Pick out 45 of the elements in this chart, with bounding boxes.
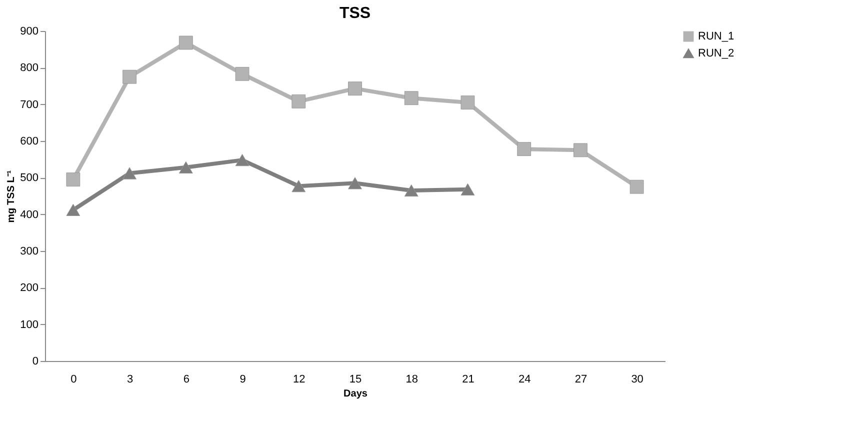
point xyxy=(404,184,418,197)
y-tick-label: 900 xyxy=(20,26,38,38)
x-tick-label: 9 xyxy=(240,374,246,386)
point xyxy=(630,180,644,194)
x-tick-label: 27 xyxy=(574,374,588,386)
x-tick-label: 0 xyxy=(70,374,77,386)
y-tick-label: 0 xyxy=(32,356,38,368)
point xyxy=(460,96,475,110)
y-axis-title: mg TSS L⁻¹ xyxy=(6,170,18,223)
y-tick-label: 700 xyxy=(20,98,38,111)
y-tick-label: 800 xyxy=(20,62,38,74)
y-tick-label: 400 xyxy=(20,208,38,221)
point xyxy=(235,154,250,166)
point xyxy=(122,167,137,180)
point xyxy=(348,177,362,190)
y-tick-label: 200 xyxy=(20,282,38,294)
y-tick-label: 300 xyxy=(20,246,38,258)
legend-label: RUN_1 xyxy=(698,30,734,42)
y-tick-label: 600 xyxy=(20,136,38,148)
legend-label: RUN_2 xyxy=(698,48,734,60)
x-tick-label: 3 xyxy=(126,374,134,386)
x-tick-label: 30 xyxy=(631,374,644,386)
point xyxy=(292,94,306,108)
y-tick-label: 100 xyxy=(20,318,38,331)
point xyxy=(573,143,588,158)
x-tick-label: 24 xyxy=(518,374,531,386)
x-tick-label: 21 xyxy=(462,374,474,386)
x-tick-label: 15 xyxy=(349,374,362,386)
point xyxy=(235,66,250,81)
point xyxy=(460,183,475,196)
point xyxy=(348,82,362,96)
chart-title: TSS xyxy=(339,5,371,22)
point xyxy=(404,91,418,106)
point xyxy=(178,161,193,174)
y-tick-label: 500 xyxy=(20,172,38,184)
x-tick-label: 12 xyxy=(293,374,306,386)
x-tick-label: 18 xyxy=(406,374,418,386)
point xyxy=(517,142,532,156)
point xyxy=(292,180,306,192)
point xyxy=(178,36,193,50)
point xyxy=(66,172,80,186)
x-axis-title: Days xyxy=(344,388,368,400)
point xyxy=(122,70,137,84)
x-tick-label: 6 xyxy=(183,374,190,386)
point xyxy=(66,204,80,216)
